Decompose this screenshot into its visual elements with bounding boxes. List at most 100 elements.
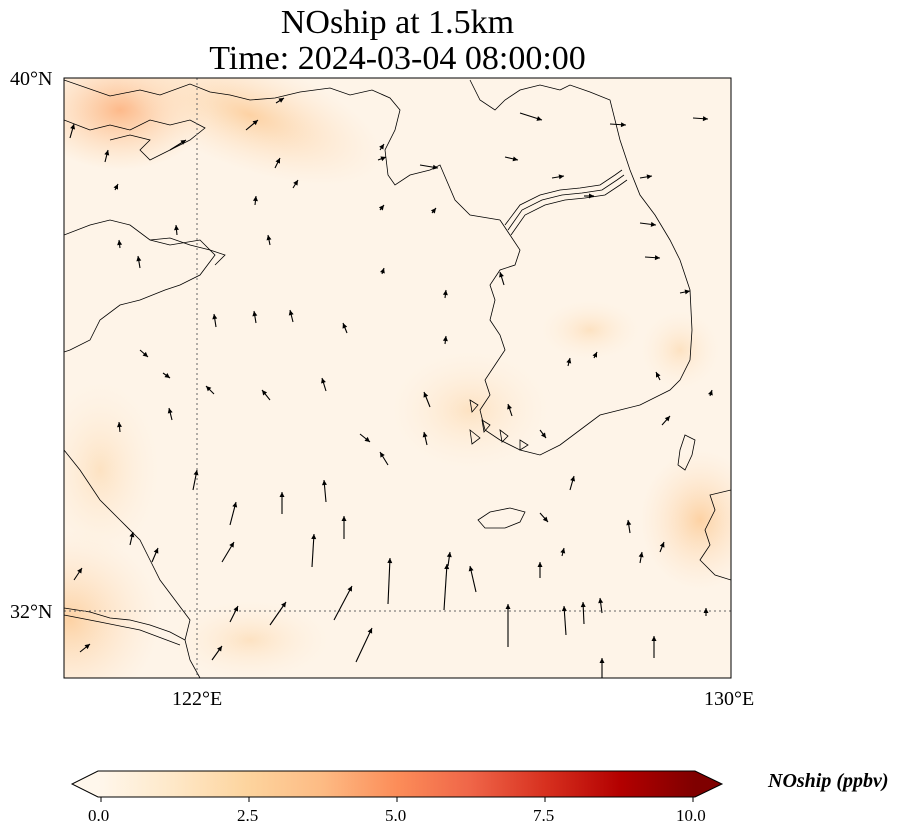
lat-label-40n: 40°N bbox=[10, 68, 53, 90]
wind-vector-head bbox=[232, 502, 238, 508]
wind-vector-head bbox=[117, 240, 123, 246]
wind-vector-head bbox=[432, 164, 438, 170]
wind-vector-head bbox=[708, 390, 713, 396]
wind-vector-head bbox=[275, 158, 280, 164]
colorbar-extend-min bbox=[72, 771, 98, 797]
colorbar-tick-label: 7.5 bbox=[533, 806, 555, 825]
wind-vector-head bbox=[311, 534, 317, 540]
wind-vector-head bbox=[542, 516, 548, 522]
coastline-china-east bbox=[64, 449, 201, 678]
wind-vector-head bbox=[380, 268, 385, 274]
wind-vector-head bbox=[279, 492, 285, 497]
colorbar-tick-label: 5.0 bbox=[385, 806, 407, 825]
wind-vector-head bbox=[262, 390, 268, 396]
colorbar-tick-label: 10.0 bbox=[676, 806, 706, 825]
wind-vector-head bbox=[252, 311, 258, 317]
wind-vector-head bbox=[536, 116, 542, 121]
wind-vector-head bbox=[217, 646, 222, 652]
wind-vector-shaft bbox=[333, 585, 353, 621]
wind-vector-head bbox=[499, 272, 504, 278]
wind-vector-head bbox=[378, 205, 384, 211]
wind-vector-head bbox=[570, 476, 576, 482]
wind-vector-head bbox=[180, 140, 186, 145]
wind-vector-head bbox=[321, 480, 327, 486]
wind-vector-head bbox=[444, 564, 450, 570]
wind-vector-head bbox=[580, 602, 586, 608]
wind-vector-head bbox=[650, 221, 656, 227]
wind-vector-head bbox=[84, 644, 90, 650]
wind-vector-head bbox=[512, 156, 518, 162]
wind-vector-head bbox=[442, 336, 448, 342]
coastline-korea-west bbox=[479, 219, 661, 456]
wind-vector-head bbox=[599, 658, 605, 663]
lat-label-32n: 32°N bbox=[10, 601, 53, 623]
wind-vector-shaft bbox=[443, 563, 448, 611]
wind-vector-head bbox=[342, 323, 348, 329]
wind-vector-head bbox=[664, 416, 670, 422]
wind-vector-head bbox=[266, 235, 272, 241]
map-subtitle-time: Time: 2024-03-04 08:00:00 bbox=[209, 40, 586, 77]
border-nk-sk-2 bbox=[507, 174, 625, 231]
wind-vector-head bbox=[380, 156, 386, 162]
wind-vector-head bbox=[659, 542, 665, 548]
coastline-liaodong-peninsula bbox=[64, 119, 206, 161]
wind-vector-head bbox=[560, 548, 566, 554]
map-title: NOship at 1.5km bbox=[280, 4, 515, 41]
colorbar-tick-label: 2.5 bbox=[237, 806, 259, 825]
wind-vector-head bbox=[364, 436, 370, 442]
wind-vector-head bbox=[367, 628, 373, 634]
borders bbox=[504, 169, 628, 236]
wind-vector-head bbox=[703, 608, 709, 613]
wind-vector-head bbox=[598, 598, 604, 604]
wind-vector-head bbox=[646, 174, 652, 180]
wind-vector-head bbox=[651, 636, 657, 641]
wind-vector-head bbox=[541, 432, 546, 438]
wind-vector-head bbox=[423, 392, 429, 398]
wind-vector-head bbox=[684, 289, 690, 295]
wind-vector-head bbox=[129, 532, 135, 538]
colorbar-extend-max bbox=[695, 771, 722, 797]
wind-vector-head bbox=[566, 358, 572, 364]
wind-vector-head bbox=[142, 351, 148, 357]
wind-vector-head bbox=[654, 255, 660, 261]
wind-vector-head bbox=[379, 144, 384, 150]
wind-vectors bbox=[69, 97, 713, 678]
wind-vector-head bbox=[592, 352, 597, 358]
wind-vector-head bbox=[281, 602, 286, 608]
coastline-liaodong bbox=[64, 79, 501, 221]
wind-vector-head bbox=[387, 558, 393, 564]
lon-label-122e: 122°E bbox=[172, 688, 223, 710]
colorbar-label: NOship (ppbv) bbox=[768, 770, 889, 792]
wind-vector-head bbox=[233, 606, 238, 612]
wind-vector-head bbox=[558, 174, 564, 180]
wind-vector-head bbox=[153, 548, 159, 554]
coastline-korea-east bbox=[559, 84, 693, 396]
wind-vector-head bbox=[193, 470, 199, 476]
wind-vector-head bbox=[117, 422, 122, 428]
wind-vector-head bbox=[656, 372, 661, 378]
coastline-korea-north bbox=[469, 79, 561, 111]
border-nk-sk bbox=[504, 169, 623, 226]
wind-vector-head bbox=[341, 516, 347, 521]
wind-vector-head bbox=[136, 256, 142, 262]
wind-vector-head bbox=[442, 290, 448, 296]
wind-vector-head bbox=[620, 122, 626, 128]
wind-vector-head bbox=[468, 566, 474, 572]
wind-vector-head bbox=[113, 184, 118, 190]
island-tsushima bbox=[677, 434, 696, 471]
wind-vector-head bbox=[422, 432, 428, 438]
island-cluster-sw-korea bbox=[469, 399, 529, 451]
wind-vector-head bbox=[206, 386, 212, 392]
wind-vector-head bbox=[430, 208, 436, 214]
wind-vector-head bbox=[347, 586, 352, 592]
wind-vector-shaft bbox=[355, 627, 373, 663]
colorbar-gradient bbox=[98, 771, 695, 797]
wind-vector-head bbox=[174, 225, 179, 231]
colorbar-outline bbox=[70, 770, 724, 798]
wind-vector-head bbox=[380, 452, 385, 458]
wind-vector-head bbox=[278, 98, 284, 103]
wind-vector-head bbox=[288, 310, 294, 316]
coastline-bohai-west bbox=[64, 219, 216, 353]
wind-vector-head bbox=[252, 196, 258, 202]
wind-vector-head bbox=[77, 568, 82, 574]
